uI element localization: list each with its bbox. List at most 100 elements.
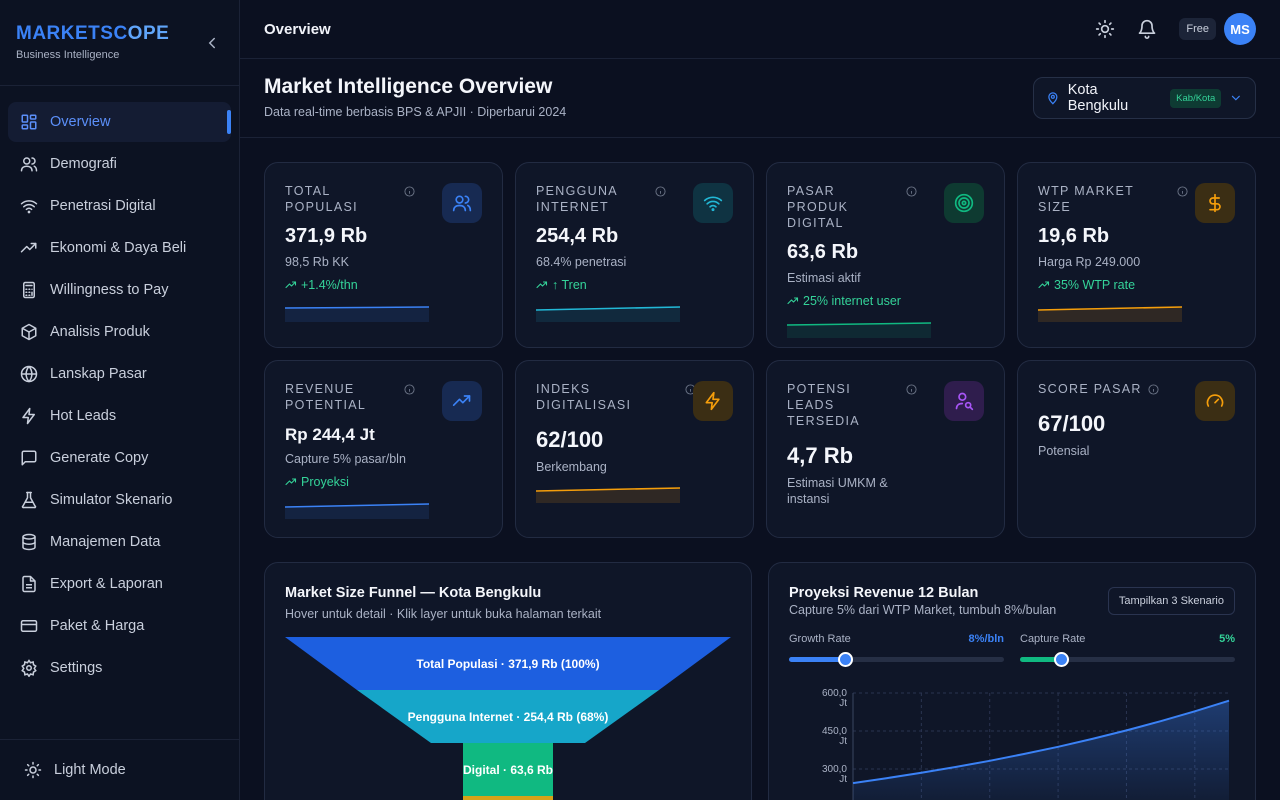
users-icon (452, 195, 472, 212)
revenue-area (853, 700, 1229, 800)
funnel-label-0: Total Populasi · 371,9 Rb (100%) (416, 657, 599, 671)
sidebar-item-label: Willingness to Pay (50, 282, 169, 298)
y-tick-unit: Jt (839, 698, 847, 709)
light-mode-toggle[interactable]: Light Mode (0, 739, 239, 800)
page-subtitle: Data real-time berbasis BPS & APJII · Di… (264, 105, 567, 119)
chevron-down-icon (1232, 95, 1241, 101)
sparkline (787, 322, 931, 338)
sidebar-item-simulator-skenario[interactable]: Simulator Skenario (8, 480, 231, 520)
kpi-card-potensi-leads[interactable]: Potensi Leads Tersedia 4,7 Rb Estimasi U… (766, 360, 1005, 538)
sidebar-item-lanskap-pasar[interactable]: Lanskap Pasar (8, 354, 231, 394)
funnel-layer-digital[interactable] (463, 743, 553, 798)
gear-icon (21, 659, 37, 677)
growth-rate-label: Growth Rate (789, 633, 851, 645)
kpi-label: Revenue Potential (285, 382, 367, 412)
bell-icon[interactable] (1137, 19, 1157, 39)
brand: MARKETSCOPE Business Intelligence (0, 0, 239, 86)
funnel-layer-next[interactable] (463, 796, 553, 800)
sidebar-item-label: Penetrasi Digital (50, 198, 156, 214)
sidebar-item-label: Hot Leads (50, 408, 117, 424)
sidebar-item-demografi[interactable]: Demografi (8, 144, 231, 184)
info-icon[interactable] (404, 384, 415, 395)
map-pin-icon (1048, 92, 1058, 105)
growth-rate-track[interactable] (789, 652, 1004, 667)
capture-rate-track[interactable] (1020, 652, 1235, 667)
sparkline (536, 306, 680, 322)
y-tick-unit: Jt (839, 736, 847, 747)
sidebar-item-overview[interactable]: Overview (8, 102, 231, 142)
info-icon[interactable] (655, 186, 666, 197)
funnel-layer-total-populasi[interactable] (285, 637, 731, 690)
kpi-trend: 35% WTP rate (1054, 278, 1136, 292)
sidebar-item-ekonomi[interactable]: Ekonomi & Daya Beli (8, 228, 231, 268)
sidebar-item-label: Simulator Skenario (50, 492, 173, 508)
brand-logo[interactable]: MARKETSCOPE (16, 23, 170, 44)
kpi-card-pasar-produk-digital[interactable]: Pasar Produk Digital 63,6 Rb Estimasi ak… (766, 162, 1005, 348)
kpi-card-wtp-market-size[interactable]: WTP Market Size 19,6 Rb Harga Rp 249.000… (1017, 162, 1256, 348)
sun-icon[interactable] (1095, 19, 1115, 39)
sidebar-item-settings[interactable]: Settings (8, 648, 231, 688)
capture-rate-handle[interactable] (1053, 652, 1069, 667)
sidebar-item-generate-copy[interactable]: Generate Copy (8, 438, 231, 478)
kpi-trend: Proyeksi (301, 475, 349, 489)
kpi-value: 371,9 Rb (285, 225, 368, 247)
kpi-card-revenue-potential[interactable]: Revenue Potential Rp 244,4 Jt Capture 5%… (264, 360, 503, 538)
kpi-value: 19,6 Rb (1038, 225, 1110, 247)
info-icon[interactable] (906, 384, 917, 395)
trending-up-icon (536, 281, 548, 289)
kpi-icon-box (693, 381, 733, 421)
info-icon[interactable] (1148, 384, 1159, 395)
capture-rate-fill (1020, 657, 1061, 662)
sidebar-item-label: Paket & Harga (50, 618, 145, 634)
location-selector[interactable]: Kota Bengkulu Kab/Kota (1033, 77, 1256, 119)
chevron-left-icon[interactable] (203, 34, 221, 52)
kpi-desc: Estimasi UMKM & instansi (787, 476, 888, 506)
page-title: Market Intelligence Overview (264, 75, 553, 98)
light-mode-label: Light Mode (54, 762, 126, 778)
info-icon[interactable] (1177, 186, 1188, 197)
kpi-desc: Berkembang (536, 460, 607, 474)
sidebar-item-penetrasi-digital[interactable]: Penetrasi Digital (8, 186, 231, 226)
kpi-card-total-populasi[interactable]: Total Populasi 371,9 Rb 98,5 Rb KK +1.4%… (264, 162, 503, 348)
sidebar-item-label: Ekonomi & Daya Beli (50, 240, 187, 256)
location-tag: Kab/Kota (1170, 88, 1222, 108)
sidebar-item-label: Overview (50, 114, 111, 130)
kpi-trend: 25% internet user (803, 294, 901, 308)
trending-up-icon (285, 281, 297, 289)
kpi-desc: Potensial (1038, 444, 1090, 458)
kpi-label: WTP Market Size (1038, 184, 1134, 214)
dollar-icon (1209, 193, 1221, 213)
capture-rate-slider: Capture Rate 5% (1020, 633, 1235, 667)
sun-icon (24, 761, 42, 779)
file-icon (22, 575, 36, 593)
kpi-icon-box (944, 183, 984, 223)
wifi-icon (703, 196, 723, 212)
info-icon[interactable] (906, 186, 917, 197)
kpi-label: Indeks Digitalisasi (536, 382, 632, 412)
kpi-label: Potensi Leads Tersedia (787, 382, 860, 428)
trending-up-icon (20, 242, 37, 253)
avatar[interactable]: MS (1224, 13, 1256, 45)
sidebar-item-willingness-to-pay[interactable]: Willingness to Pay (8, 270, 231, 310)
kpi-value: 4,7 Rb (787, 443, 854, 468)
kpi-card-pengguna-internet[interactable]: Pengguna Internet 254,4 Rb 68.4% penetra… (515, 162, 754, 348)
plan-badge[interactable]: Free (1179, 18, 1216, 40)
sidebar-item-manajemen-data[interactable]: Manajemen Data (8, 522, 231, 562)
kpi-desc: Capture 5% pasar/bln (285, 452, 406, 466)
growth-rate-handle[interactable] (837, 652, 853, 667)
sparkline (285, 306, 429, 322)
info-icon[interactable] (404, 186, 415, 197)
sidebar-item-paket-harga[interactable]: Paket & Harga (8, 606, 231, 646)
kpi-desc: 68.4% penetrasi (536, 255, 627, 269)
sidebar-item-hot-leads[interactable]: Hot Leads (8, 396, 231, 436)
sidebar-item-analisis-produk[interactable]: Analisis Produk (8, 312, 231, 352)
sidebar-item-export-laporan[interactable]: Export & Laporan (8, 564, 231, 604)
kpi-desc: Harga Rp 249.000 (1038, 255, 1141, 269)
show-scenarios-button[interactable]: Tampilkan 3 Skenario (1107, 587, 1235, 615)
kpi-card-indeks-digitalisasi[interactable]: Indeks Digitalisasi 62/100 Berkembang (515, 360, 754, 538)
revenue-subtitle: Capture 5% dari WTP Market, tumbuh 8%/bu… (789, 603, 1057, 617)
revenue-title: Proyeksi Revenue 12 Bulan (789, 585, 979, 601)
funnel-layer-pengguna-internet[interactable] (357, 690, 659, 743)
kpi-card-score-pasar[interactable]: Score Pasar 67/100 Potensial (1017, 360, 1256, 538)
